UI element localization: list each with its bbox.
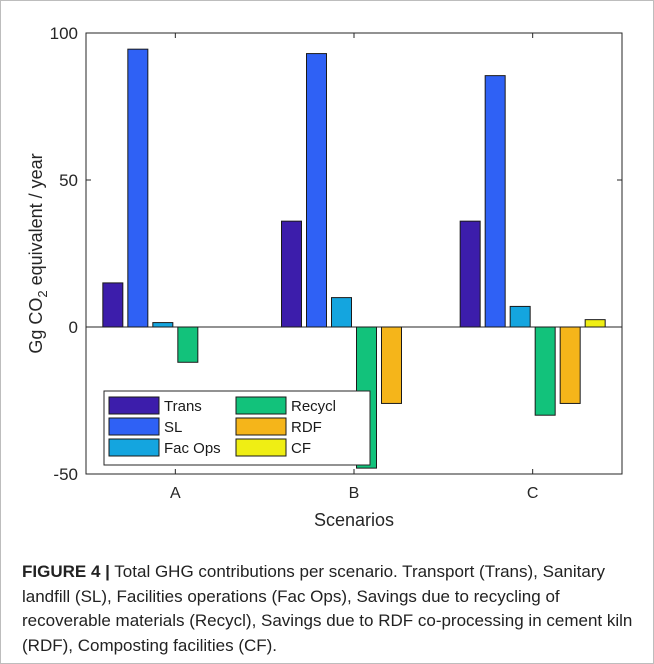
legend-swatch — [235, 396, 287, 415]
x-tick-label: B — [349, 485, 360, 502]
bar-C-recycl — [534, 326, 556, 416]
legend-label: Fac Ops — [164, 440, 221, 457]
y-tick-label: -50 — [53, 465, 78, 484]
bar-A-recycl — [177, 326, 199, 363]
y-tick-label: 100 — [50, 24, 78, 43]
legend-label: Recycl — [291, 398, 336, 415]
bar-C-cf — [584, 319, 606, 328]
y-axis-title-main: Gg CO — [26, 298, 46, 354]
y-axis-title: Gg CO2 equivalent / year — [26, 153, 50, 353]
bar-A-sl — [127, 48, 149, 328]
legend-swatch — [108, 438, 160, 457]
bar-B-rdf — [381, 326, 402, 404]
caption-text: Total GHG contributions per scenario. Tr… — [22, 562, 633, 655]
legend-swatch — [235, 438, 287, 457]
bar-A-trans — [102, 282, 124, 328]
bar-B-sl — [306, 53, 327, 328]
x-axis-title: Scenarios — [314, 510, 394, 530]
legend-swatch — [108, 396, 160, 415]
y-tick-label: 50 — [59, 171, 78, 190]
x-tick-label: C — [527, 485, 539, 502]
legend-label: SL — [164, 419, 182, 436]
bar-A-fac-ops — [152, 322, 174, 328]
caption-label: FIGURE 4 | — [22, 562, 110, 581]
bar-B-trans — [281, 220, 302, 328]
x-tick-label: A — [170, 485, 181, 502]
x-axis-ticks: A B C — [170, 33, 538, 502]
legend-label: Trans — [164, 398, 202, 415]
legend-label: CF — [291, 440, 311, 457]
legend-label: RDF — [291, 419, 322, 436]
bar-C-fac-ops — [509, 305, 531, 328]
legend-swatch — [108, 417, 160, 436]
bar-C-trans — [459, 220, 481, 328]
figure-caption: FIGURE 4 | Total GHG contributions per s… — [22, 560, 634, 658]
bar-C-sl — [484, 75, 506, 328]
bar-chart: -50 0 50 100 A B C Scenarios Gg CO2 equivalen… — [26, 24, 623, 530]
y-axis-ticks: -50 0 50 100 — [50, 24, 622, 484]
y-tick-label: 0 — [69, 318, 78, 337]
legend: Trans SL Fac Ops Recycl RDF CF — [103, 390, 371, 466]
y-axis-title-subscript: 2 — [35, 290, 50, 297]
bar-B-fac-ops — [331, 297, 352, 328]
y-axis-title-rest: equivalent / year — [26, 153, 46, 290]
legend-swatch — [235, 417, 287, 436]
bar-C-rdf — [559, 326, 581, 404]
